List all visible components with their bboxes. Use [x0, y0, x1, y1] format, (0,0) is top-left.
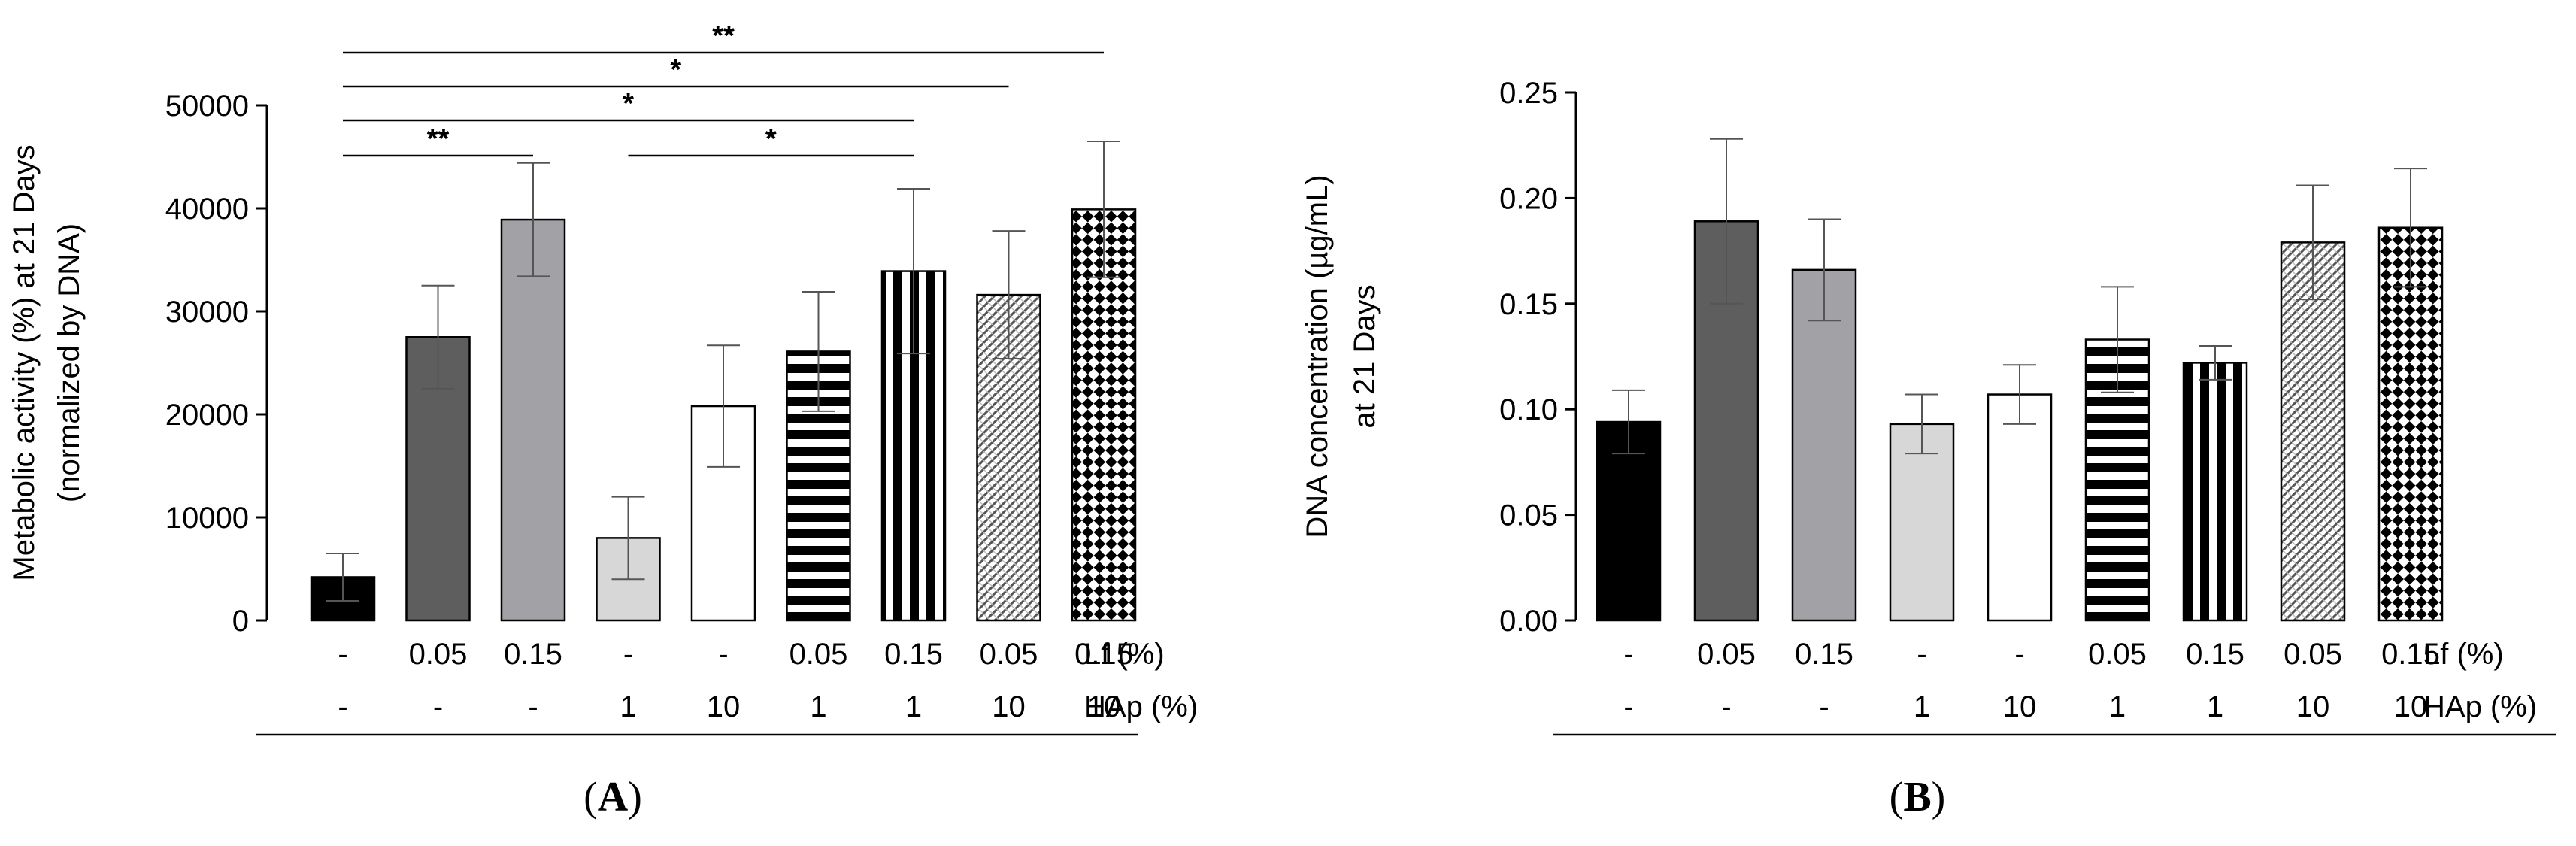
hap-label: 1 — [620, 690, 636, 723]
panel-label-close: ) — [628, 774, 642, 820]
row-label-hap: HAp (%) — [1084, 690, 1198, 723]
lf-label: 0.05 — [2088, 638, 2147, 671]
panel-label-open: ( — [1890, 774, 1904, 820]
panel-b: DNA concentration (µg/mL) at 21 Days 0.00 0… — [1301, 77, 2556, 820]
lf-label: - — [1917, 638, 1926, 671]
y-tick-label: 0.00 — [1499, 605, 1558, 638]
y-axis-label-line: DNA concentration (µg/mL) — [1301, 174, 1334, 538]
panel-label-letter: B — [1903, 774, 1931, 820]
significance-label: * — [670, 54, 681, 86]
bar-9 — [2377, 226, 2444, 622]
y-tick-label: 0.25 — [1499, 77, 1558, 110]
y-tick-label: 50000 — [165, 89, 249, 123]
hap-label: 1 — [2207, 690, 2223, 723]
panel-label-close: ) — [1932, 774, 1946, 820]
hap-label: 10 — [992, 690, 1026, 723]
hap-label: 1 — [1914, 690, 1930, 723]
hap-label: - — [1623, 690, 1633, 723]
y-tick-label: 20000 — [165, 399, 249, 432]
y-tick-label: 0 — [232, 605, 249, 638]
panel-label: (B) — [1890, 774, 1946, 820]
hap-label: - — [1721, 690, 1731, 723]
lf-label: - — [338, 638, 347, 671]
hap-label: - — [1819, 690, 1829, 723]
bar-8 — [2280, 241, 2346, 622]
bar-4 — [1889, 423, 1955, 622]
y-tick-label: 40000 — [165, 193, 249, 226]
lf-label: 0.15 — [1074, 638, 1133, 671]
row-label-lf: Lf (%) — [1084, 638, 1165, 671]
hap-label: 10 — [2296, 690, 2330, 723]
lf-label: 0.15 — [1795, 638, 1853, 671]
significance-label: ** — [427, 123, 450, 155]
lf-label: - — [1623, 638, 1633, 671]
y-axis-label-line: Metabolic activity (%) at 21 Days — [8, 144, 41, 581]
y-axis-label-line: at 21 Days — [1348, 284, 1381, 428]
bar-3 — [500, 218, 566, 622]
significance-label: * — [765, 123, 777, 155]
lf-label: 0.15 — [504, 638, 562, 671]
bar-7 — [2182, 362, 2248, 622]
panel-label-letter: A — [598, 774, 629, 820]
lf-label: 0.05 — [980, 638, 1038, 671]
y-tick-label: 0.05 — [1499, 499, 1558, 532]
y-tick-label: 0.15 — [1499, 288, 1558, 321]
row-label-lf: Lf (%) — [2423, 638, 2504, 671]
hap-label: 1 — [905, 690, 922, 723]
y-tick-label: 10000 — [165, 502, 249, 535]
bar-3 — [1791, 268, 1857, 622]
hap-label: 10 — [1087, 690, 1121, 723]
lf-label: - — [718, 638, 728, 671]
bar-5 — [1987, 393, 2053, 622]
lf-label: 0.15 — [884, 638, 943, 671]
panel-a: Metabolic activity (%) at 21 Days (normal… — [8, 20, 1198, 820]
y-tick-label: 0.10 — [1499, 393, 1558, 426]
lf-label: 0.05 — [2284, 638, 2342, 671]
hap-label: 10 — [2394, 690, 2428, 723]
lf-label: 0.15 — [2381, 638, 2440, 671]
lf-label: 0.15 — [2186, 638, 2244, 671]
hap-label: 1 — [810, 690, 826, 723]
significance-label: ** — [712, 20, 735, 52]
lf-label: 0.05 — [789, 638, 848, 671]
hap-label: - — [433, 690, 443, 723]
lf-label: 0.05 — [409, 638, 468, 671]
panel-label: (A) — [583, 774, 642, 820]
lf-label: - — [623, 638, 633, 671]
bar-1 — [1596, 420, 1662, 622]
y-tick-label: 0.20 — [1499, 182, 1558, 215]
lf-label: 0.05 — [1697, 638, 1756, 671]
row-label-hap: HAp (%) — [2423, 690, 2537, 723]
y-axis-label-line: (normalized by DNA) — [53, 223, 86, 502]
hap-label: 10 — [707, 690, 741, 723]
lf-label: - — [2014, 638, 2024, 671]
hap-label: - — [528, 690, 538, 723]
hap-label: - — [338, 690, 347, 723]
y-tick-label: 30000 — [165, 296, 249, 329]
panel-label-open: ( — [583, 774, 598, 820]
hap-label: 1 — [2109, 690, 2126, 723]
significance-label: * — [623, 88, 634, 120]
hap-label: 10 — [2003, 690, 2037, 723]
